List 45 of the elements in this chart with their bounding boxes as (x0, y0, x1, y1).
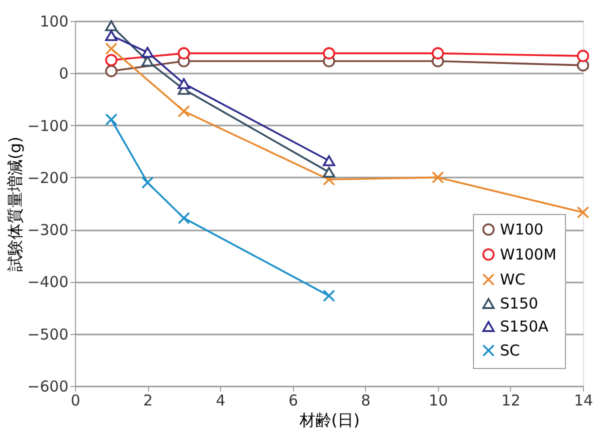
point (322, 47, 336, 60)
legend-label: W100 (500, 220, 544, 238)
point (105, 54, 118, 66)
x-tick-label: 14 (574, 392, 594, 410)
x-tick-label: 12 (501, 392, 520, 410)
point (178, 212, 190, 224)
x-tick-label: 8 (361, 392, 371, 410)
x-tick-label: 0 (70, 392, 80, 410)
point (105, 42, 118, 55)
point (322, 155, 336, 166)
point (432, 47, 444, 60)
x-tick-label: 4 (216, 392, 226, 410)
point (141, 176, 154, 189)
point (105, 30, 118, 42)
y-tick-label: −100 (27, 116, 68, 135)
point (105, 113, 118, 126)
point (576, 206, 590, 219)
legend-label: S150 (500, 294, 538, 312)
y-tick-label: 0 (58, 64, 68, 83)
x-axis-title: 材齢(日) (298, 410, 360, 430)
point (322, 173, 336, 186)
y-tick-label: −200 (27, 168, 68, 187)
legend-label: S150A (500, 318, 550, 336)
y-axis-title: 試験体質量増減(g) (5, 136, 24, 272)
point (178, 78, 190, 90)
y-tick-label: −500 (27, 325, 68, 344)
point (432, 171, 444, 184)
point (105, 64, 118, 78)
y-tick-label: −300 (27, 221, 68, 240)
x-tick-label: 10 (428, 392, 448, 410)
legend-label: SC (500, 342, 520, 360)
legend-label: WC (500, 270, 526, 288)
y-tick-label: −400 (27, 273, 68, 292)
y-tick-label: 100 (40, 12, 68, 30)
point (141, 46, 154, 58)
point (178, 47, 190, 60)
point (178, 105, 190, 118)
x-tick-label: 6 (288, 392, 298, 410)
x-tick-label: 2 (143, 392, 153, 410)
point (322, 290, 336, 302)
point (105, 20, 118, 32)
point (576, 50, 590, 62)
y-tick-label: −600 (27, 378, 68, 396)
legend-label: W100M (500, 246, 556, 264)
point (322, 166, 336, 178)
